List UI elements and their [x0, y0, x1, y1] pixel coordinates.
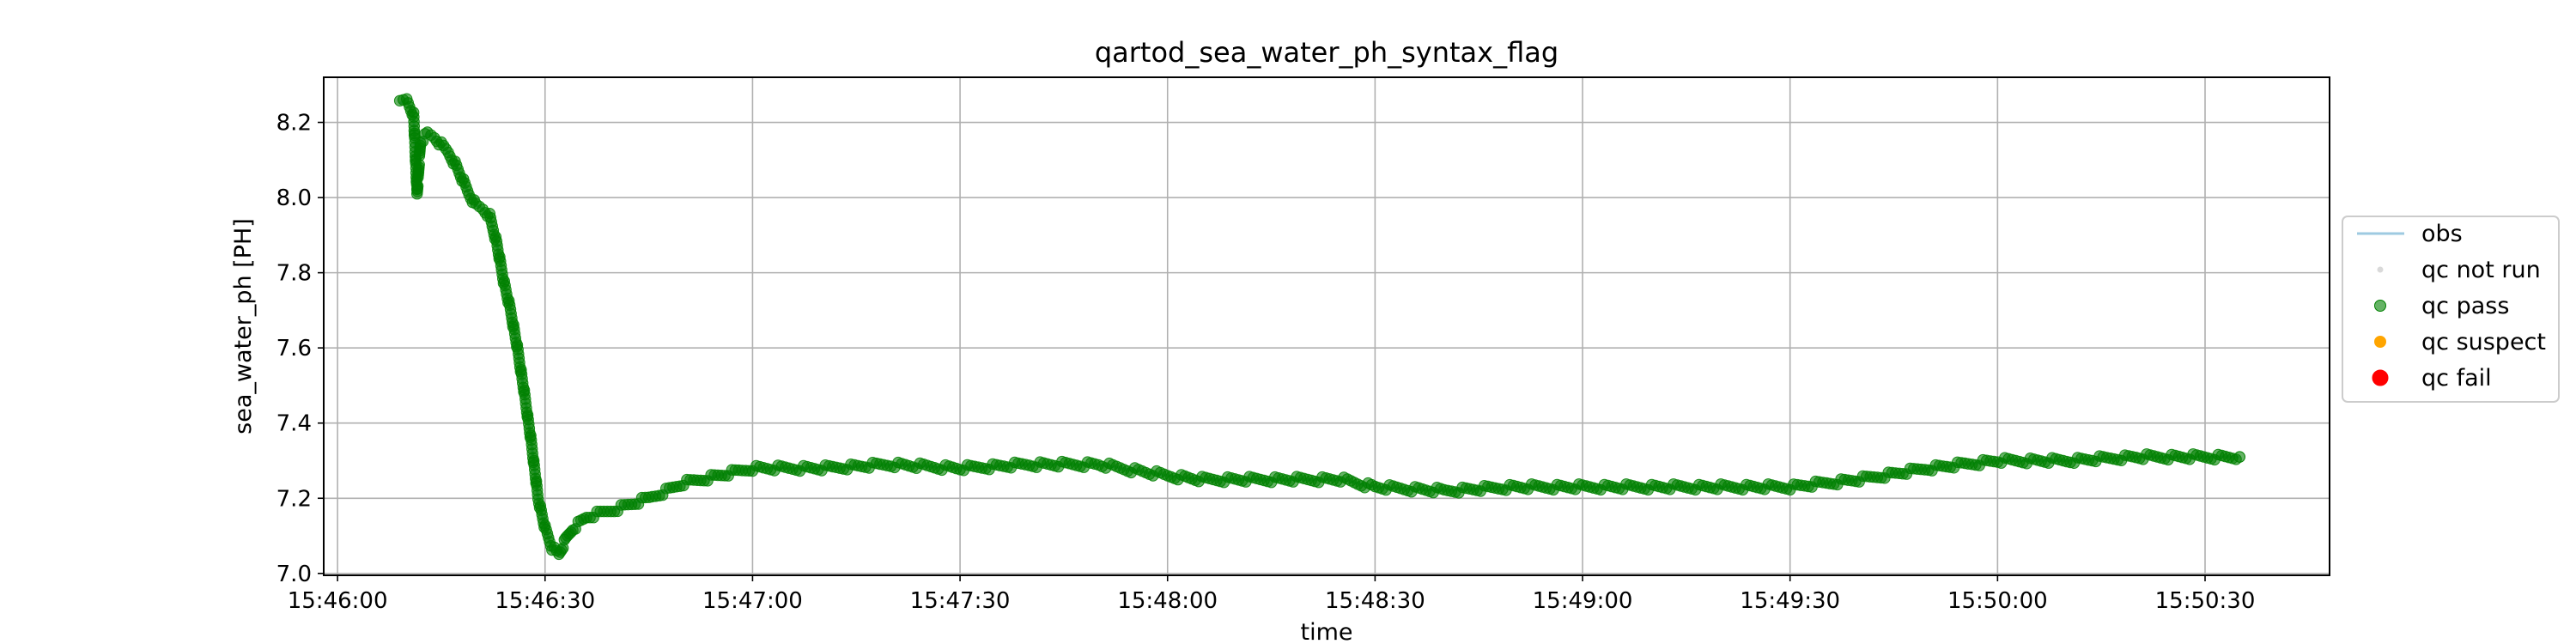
- legend-label-obs: obs: [2421, 221, 2463, 247]
- legend-marker-qc-pass: [2374, 300, 2386, 312]
- x-tick-label: 15:50:30: [2155, 588, 2256, 614]
- plot-frame: [323, 76, 2330, 576]
- x-tick-label: 15:46:00: [288, 588, 388, 614]
- legend-label-qc-suspect: qc suspect: [2421, 329, 2546, 355]
- data-layer: [393, 93, 2245, 561]
- x-tick-label: 15:48:00: [1117, 588, 1218, 614]
- y-tick-label: 7.4: [276, 411, 312, 437]
- chart-title: qartod_sea_water_ph_syntax_flag: [1095, 36, 1558, 69]
- y-axis-label: sea_water_ph [PH]: [230, 218, 257, 434]
- x-tick-label: 15:47:00: [702, 588, 803, 614]
- legend-marker-qc-fail: [2372, 369, 2389, 386]
- legend-label-qc-not-run: qc not run: [2421, 257, 2541, 283]
- x-tick-label: 15:50:00: [1947, 588, 2048, 614]
- legend-frame: [2342, 216, 2560, 403]
- y-tick-label: 7.0: [276, 562, 312, 587]
- legend-label-qc-fail: qc fail: [2421, 365, 2492, 392]
- y-tick-label: 8.2: [276, 111, 312, 137]
- x-tick-label: 15:49:30: [1740, 588, 1840, 614]
- legend: obs qc not run qc pass qc suspect qc fail: [2342, 216, 2560, 403]
- ticks: 15:46:00 15:46:30 15:47:00 15:47:30 15:48:00…: [276, 111, 2256, 614]
- x-tick-label: 15:47:30: [910, 588, 1011, 614]
- legend-label-qc-pass: qc pass: [2421, 293, 2509, 319]
- qc-pass-point: [2233, 451, 2245, 463]
- x-tick-label: 15:48:30: [1325, 588, 1425, 614]
- y-tick-label: 8.0: [276, 185, 312, 211]
- legend-marker-qc-not-run: [2377, 266, 2384, 273]
- y-tick-label: 7.2: [276, 486, 312, 512]
- y-tick-label: 7.8: [276, 261, 312, 287]
- x-axis-label: time: [1300, 619, 1352, 644]
- y-tick-label: 7.6: [276, 336, 312, 361]
- x-tick-label: 15:49:00: [1533, 588, 1633, 614]
- legend-marker-qc-suspect: [2374, 336, 2386, 348]
- x-tick-label: 15:46:30: [495, 588, 595, 614]
